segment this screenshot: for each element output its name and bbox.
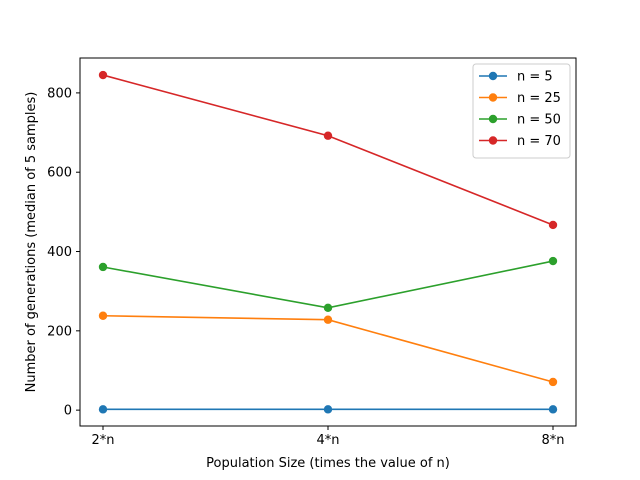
legend-swatch-marker (488, 71, 498, 81)
x-tick-label: 4*n (316, 433, 339, 448)
data-point (548, 220, 558, 230)
legend-swatch-marker (488, 136, 498, 145)
y-tick-label: 600 (47, 166, 72, 181)
legend-item: n = 5 (479, 70, 553, 85)
x-axis-ticks: 2*n 4*n 8*n (91, 426, 565, 448)
series-n-5 (98, 405, 558, 414)
x-axis-label: Population Size (times the value of n) (206, 456, 450, 471)
legend-swatch-marker (488, 93, 498, 102)
data-point (98, 262, 108, 272)
legend-label: n = 25 (517, 91, 561, 106)
series-n-25 (98, 311, 558, 387)
data-point (98, 70, 108, 80)
legend-label: n = 70 (517, 134, 561, 149)
legend-swatch-marker (488, 114, 498, 124)
legend-label: n = 50 (517, 113, 561, 128)
legend-box (472, 63, 571, 159)
series-n-50 (98, 256, 558, 313)
y-axis-ticks: 0 200 400 600 800 (47, 86, 80, 419)
data-point (323, 303, 333, 313)
legend-label: n = 5 (517, 70, 553, 85)
y-tick-label: 0 (64, 404, 72, 419)
data-point (548, 405, 558, 414)
data-point (323, 131, 333, 140)
legend-item: n = 70 (479, 134, 561, 149)
data-point (548, 256, 558, 266)
legend: n = 5 n = 25 n = 50 n = 70 (472, 63, 571, 159)
x-tick-label: 8*n (541, 433, 564, 448)
legend-item: n = 50 (479, 113, 561, 128)
series-layer (98, 70, 558, 414)
data-point (98, 405, 108, 414)
y-tick-label: 800 (47, 86, 72, 101)
y-axis-label: Number of generations (median of 5 sampl… (24, 92, 39, 393)
x-tick-label: 2*n (91, 433, 114, 448)
series-n-70 (98, 70, 558, 230)
data-point (98, 311, 108, 320)
y-tick-label: 200 (47, 324, 72, 339)
data-point (548, 377, 558, 387)
y-tick-label: 400 (47, 245, 72, 260)
data-point (323, 405, 333, 414)
data-point (323, 315, 333, 324)
legend-item: n = 25 (479, 91, 561, 106)
